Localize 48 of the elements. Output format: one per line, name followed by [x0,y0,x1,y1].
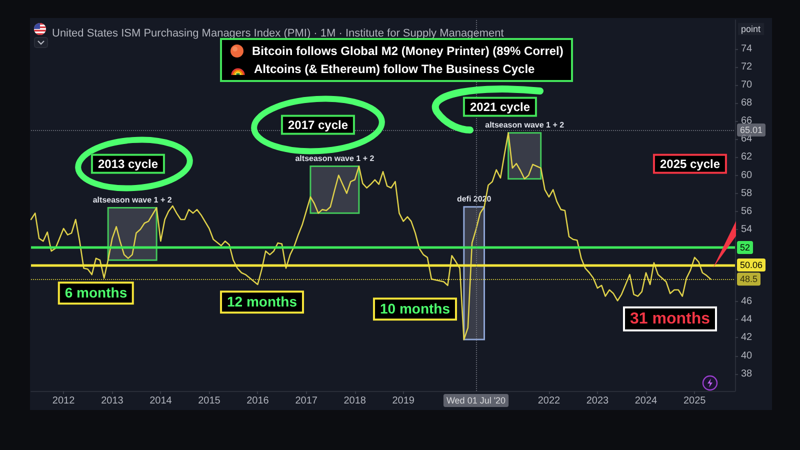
y-tick-label: 46 [741,296,753,308]
y-tick-label: 66 [741,116,753,127]
ref-line-label: 50.06 [740,260,763,270]
band-label: altseason wave 1 + 2 [92,196,172,205]
x-tick-label: 2019 [392,396,415,406]
y-tick-label: 74 [741,43,753,54]
annotation: 31 months [622,306,718,332]
y-tick-label: 68 [741,98,753,109]
x-tick-label: 2023 [586,396,610,406]
text: United States ISM Purchasing Managers Index (PMI) · 1M · Institute for Supply Management [52,28,504,40]
annotation: Bitcoin follows Global M2 (Money Printer) (89% Correl) [252,44,564,58]
y-axis-title: point [738,23,764,35]
band-label: altseason wave 1 + 2 [295,154,375,163]
y-tick-label: 40 [741,350,753,362]
y-tick-label: 70 [741,79,753,90]
ref-line-label: Wed 01 Jul '20 [446,396,506,406]
x-tick-label: 2024 [634,396,658,406]
y-tick-label: 72 [741,61,753,72]
y-tick-label: 56 [741,206,753,217]
x-tick-label: 2012 [52,396,76,406]
annotation: 2017 cycle [280,114,356,136]
y-tick-label: 38 [741,368,753,380]
x-tick-label: 2013 [101,396,124,406]
x-tick-label: 2022 [538,396,561,406]
y-tick-label: 58 [741,188,753,199]
annotation: 2021 cycle [462,96,538,118]
ref-line-label: 65.01 [740,125,763,136]
x-tick-label: 2015 [198,396,221,406]
annotation: 2013 cycle [90,154,166,174]
x-tick-label: 2014 [150,396,172,406]
ref-line-label: 48.5 [740,274,758,284]
y-tick-label: 44 [741,314,753,326]
annotation: 12 months [220,290,304,314]
x-tick-label: 2016 [246,396,270,406]
band-label: altseason wave 1 + 2 [485,120,565,130]
y-tick-label: 60 [741,170,753,181]
ref-line-label: 52 [740,242,750,252]
x-tick-label: 2025 [683,396,706,406]
y-tick-label: 64 [741,134,753,145]
annotation: 10 months [372,298,458,320]
annotation: Altcoins (& Ethereum) follow The Business Cycle [254,62,535,76]
annotation: 2025 cycle [652,154,728,174]
x-tick-label: 2018 [344,396,366,406]
y-tick-label: 42 [741,332,753,344]
y-tick-label: 62 [741,152,753,163]
annotation: 6 months [58,282,134,304]
x-tick-label: 2017 [295,396,318,406]
y-tick-label: 54 [741,224,753,235]
